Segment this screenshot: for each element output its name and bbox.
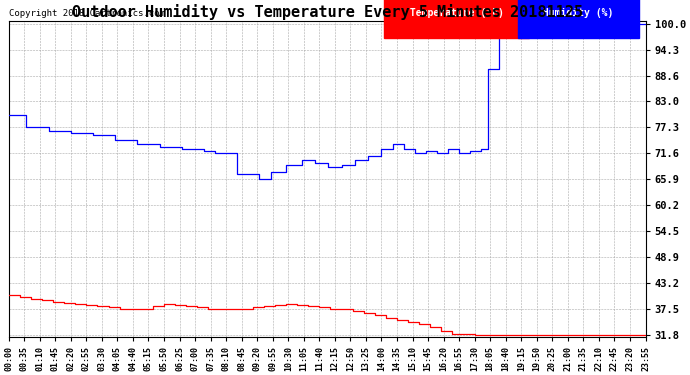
Title: Outdoor Humidity vs Temperature Every 5 Minutes 20181125: Outdoor Humidity vs Temperature Every 5 …	[72, 4, 582, 20]
Text: Temperature (°F): Temperature (°F)	[404, 8, 509, 18]
Text: Humidity (%): Humidity (%)	[538, 8, 620, 18]
Text: Copyright 2018 Cartronics.com: Copyright 2018 Cartronics.com	[9, 9, 164, 18]
